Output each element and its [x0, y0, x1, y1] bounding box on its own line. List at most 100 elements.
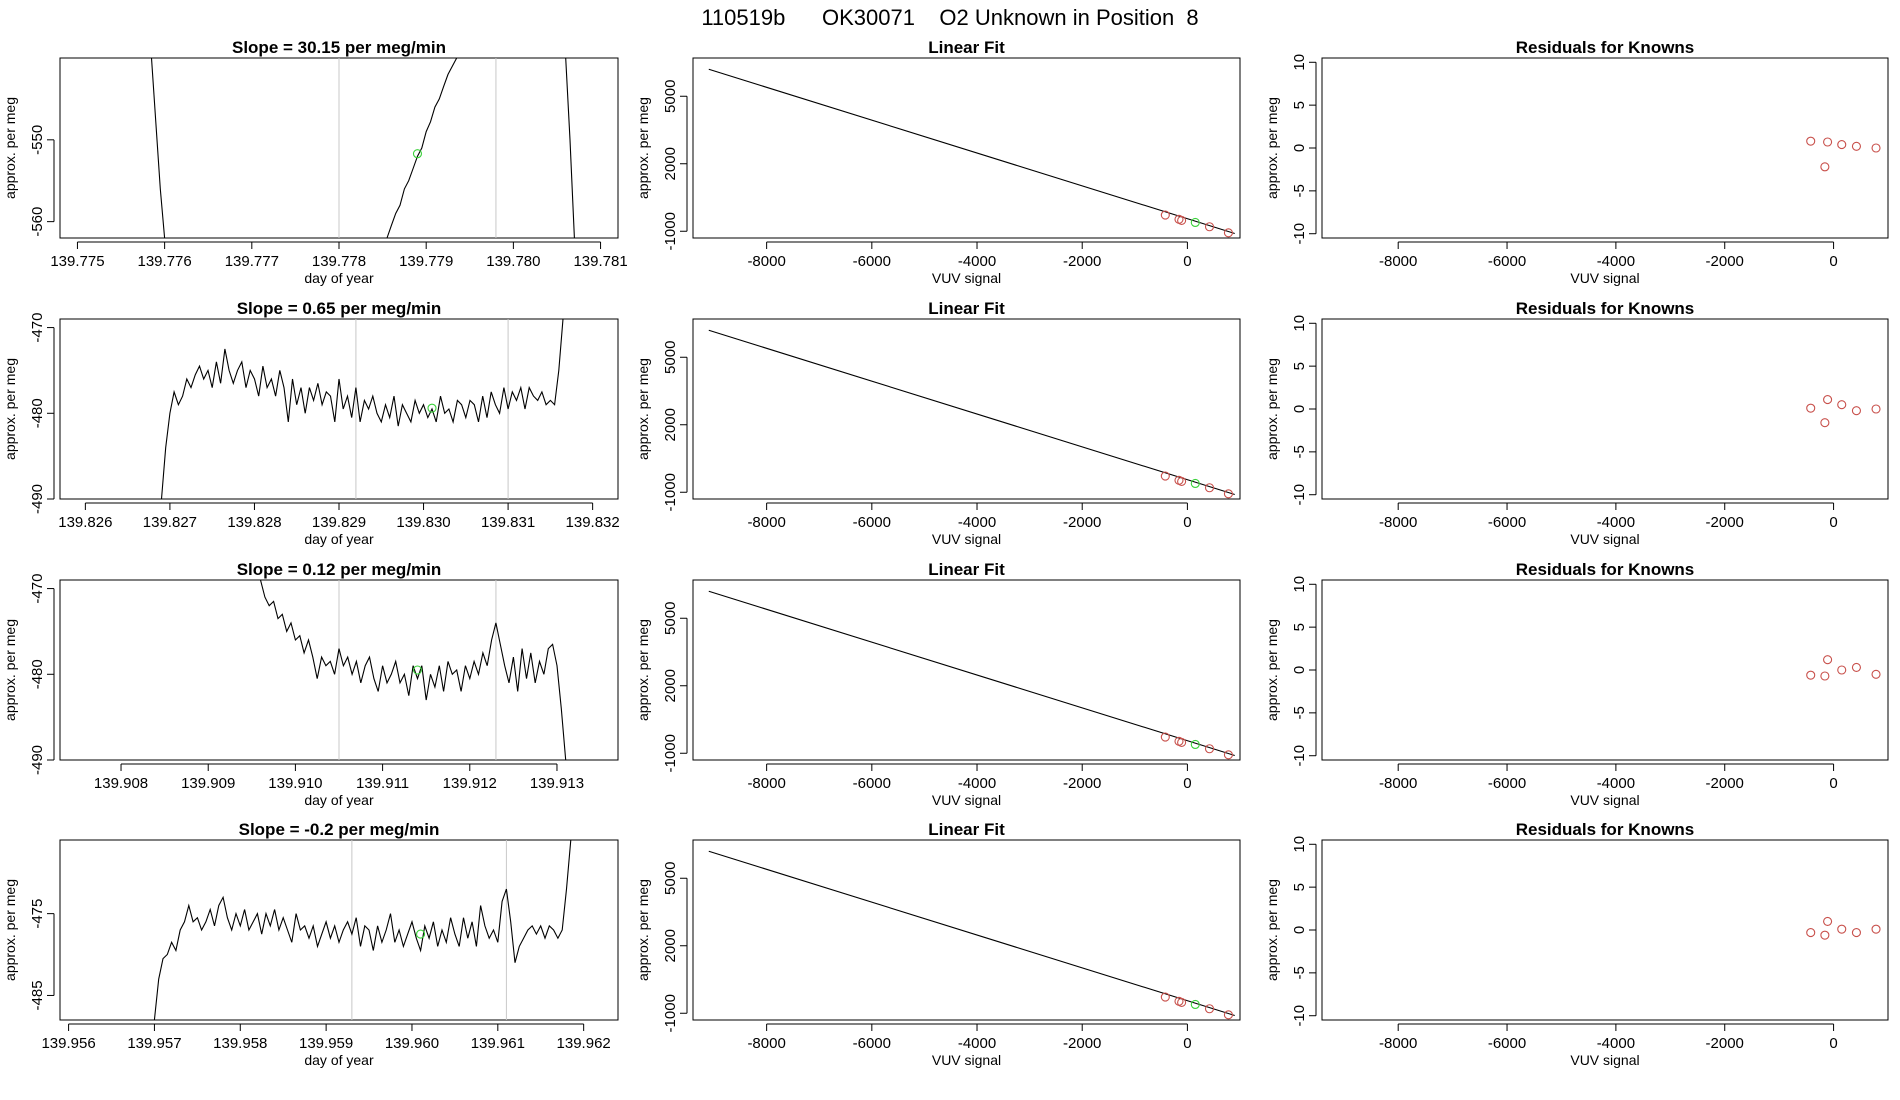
residual-point: [1871, 143, 1881, 153]
y-tick-label: 5000: [662, 80, 679, 113]
panel-timeseries-row-1: Slope = 0.65 per meg/min 139.826 139.827 13…: [2, 299, 620, 547]
plot-frame: [1321, 318, 1889, 500]
signal-series-line: [160, 319, 564, 499]
plot-area: [708, 68, 1235, 238]
y-axis-label: approx. per meg: [2, 879, 18, 981]
y-tick-label: -5: [1291, 706, 1308, 719]
y-tick-label: 5000: [662, 602, 679, 635]
panel-title: Linear Fit: [928, 299, 1005, 318]
known-standard-point: [1204, 483, 1215, 493]
y-tick-label: 5: [1291, 362, 1308, 370]
panel-timeseries-row-2: Slope = 0.12 per meg/min 139.908 139.909 13…: [2, 560, 619, 808]
y-tick-label: -1000: [662, 994, 679, 1032]
fit-line: [708, 850, 1235, 1017]
x-tick-label: -4000: [958, 1035, 996, 1052]
known-standard-point: [1177, 476, 1187, 487]
residual-point: [1871, 924, 1881, 934]
y-tick-label: 0: [1291, 405, 1308, 413]
y-tick-label: -480: [29, 659, 46, 689]
x-tick-label: 0: [1183, 775, 1191, 792]
x-axis-label: day of year: [304, 531, 374, 547]
y-tick-label: 0: [1291, 926, 1308, 934]
residual-point: [1806, 403, 1816, 413]
y-tick-label: 5000: [662, 862, 679, 895]
y-axis-label: approx. per meg: [1264, 358, 1280, 460]
y-axis-label: approx. per meg: [1264, 619, 1280, 721]
x-tick-label: 139.956: [41, 1035, 95, 1052]
y-tick-label: 2000: [662, 929, 679, 962]
x-tick-label: -2000: [1063, 775, 1101, 792]
x-tick-label: -4000: [1597, 1035, 1635, 1052]
y-tick-label: -1000: [662, 473, 679, 511]
x-tick-label: -4000: [1597, 253, 1635, 270]
y-tick-label: -5: [1291, 184, 1308, 197]
residual-point: [1823, 916, 1833, 926]
x-tick-label: 0: [1829, 514, 1837, 531]
y-tick-label: -1000: [662, 212, 679, 250]
x-tick-label: -8000: [1379, 1035, 1417, 1052]
x-tick-label: 139.909: [181, 775, 235, 792]
residual-point: [1851, 406, 1861, 416]
panel-fit-row-0: Linear Fit -8000 -6000 -4000 -2000 0 VUV signa…: [635, 38, 1241, 286]
plot-area: [259, 580, 567, 760]
known-standard-point: [1177, 997, 1187, 1008]
residual-point: [1806, 928, 1816, 938]
known-standard-point: [1160, 210, 1170, 220]
x-tick-label: 139.912: [443, 775, 497, 792]
x-axis-label: day of year: [304, 792, 374, 808]
x-tick-label: 139.913: [530, 775, 584, 792]
panel-fit-row-1: Linear Fit -8000 -6000 -4000 -2000 0 VUV signa…: [635, 299, 1241, 547]
x-tick-label: 139.961: [471, 1035, 525, 1052]
panel-fit-row-2: Linear Fit -8000 -6000 -4000 -2000 0 VUV signa…: [635, 560, 1241, 808]
unknown-sample-point: [1190, 217, 1200, 228]
signal-series-line: [150, 58, 166, 238]
x-tick-label: 139.830: [396, 514, 450, 531]
x-tick-label: -4000: [958, 253, 996, 270]
fit-line: [708, 329, 1235, 496]
y-tick-label: 10: [1291, 315, 1308, 332]
unknown-sample-point: [1190, 478, 1200, 489]
x-tick-label: 139.777: [225, 253, 279, 270]
panel-timeseries-row-3: Slope = -0.2 per meg/min 139.956 139.957 13…: [2, 820, 619, 1068]
x-tick-label: 0: [1183, 253, 1191, 270]
y-axis-label: approx. per meg: [1264, 97, 1280, 199]
x-tick-label: -6000: [853, 1035, 891, 1052]
figure-title: 110519b OK30071 O2 Unknown in Position 8: [701, 5, 1198, 30]
x-tick-label: -4000: [1597, 514, 1635, 531]
panel-residuals-row-2: Residuals for Knowns -8000 -6000 -4000 -2000…: [1264, 560, 1889, 808]
x-axis-label: VUV signal: [1570, 792, 1639, 808]
x-tick-label: 139.827: [143, 514, 197, 531]
panel-residuals-row-3: Residuals for Knowns -8000 -6000 -4000 -2000…: [1264, 820, 1889, 1068]
plot-frame: [1321, 579, 1889, 761]
plot-area: [1806, 395, 1881, 428]
x-tick-label: -6000: [1488, 1035, 1526, 1052]
x-tick-label: 139.778: [312, 253, 366, 270]
panel-fit-row-3: Linear Fit -8000 -6000 -4000 -2000 0 VUV signa…: [635, 820, 1241, 1068]
panel-title: Linear Fit: [928, 560, 1005, 579]
x-tick-label: 139.776: [138, 253, 192, 270]
x-tick-label: 139.958: [213, 1035, 267, 1052]
unknown-sample-point: [412, 149, 423, 159]
x-tick-label: -6000: [1488, 253, 1526, 270]
signal-series-line: [259, 580, 567, 760]
residual-point: [1823, 395, 1833, 405]
x-axis-label: day of year: [304, 1052, 374, 1068]
y-tick-label: 10: [1291, 576, 1308, 593]
y-axis-label: approx. per meg: [635, 879, 651, 981]
plot-area: [1806, 136, 1881, 172]
panel-title: Slope = -0.2 per meg/min: [239, 820, 440, 839]
panel-grid: Slope = 30.15 per meg/min 139.775 139.776 1…: [2, 38, 1889, 1068]
x-tick-label: 139.911: [356, 775, 409, 792]
y-tick-label: -10: [1291, 745, 1308, 767]
plot-area: [708, 329, 1235, 499]
residual-point: [1837, 665, 1847, 675]
x-tick-label: 0: [1829, 1035, 1837, 1052]
y-tick-label: 0: [1291, 666, 1308, 674]
x-axis-label: VUV signal: [1570, 531, 1639, 547]
y-tick-label: -10: [1291, 223, 1308, 245]
y-tick-label: 10: [1291, 836, 1308, 853]
y-tick-label: 5: [1291, 101, 1308, 109]
plot-area: [153, 840, 572, 1020]
y-tick-label: 5000: [662, 341, 679, 374]
